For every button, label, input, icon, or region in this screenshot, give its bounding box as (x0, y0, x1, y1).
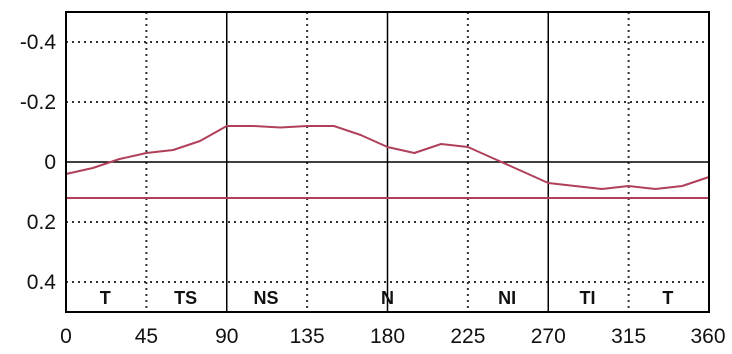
sector-label: TS (174, 288, 197, 308)
x-tick-label: 90 (215, 325, 238, 348)
x-tick-label: 45 (135, 325, 158, 348)
y-tick-label: 0 (44, 151, 56, 174)
sector-label: NS (254, 288, 279, 308)
sector-label: T (662, 288, 673, 308)
sector-label-layer: T TS NS N NI TI T (100, 288, 674, 308)
y-tick-label: -0.2 (20, 91, 56, 114)
series-line-profile (65, 125, 710, 190)
y-tick-label: 0.4 (27, 271, 57, 294)
series-layer (65, 125, 710, 199)
x-tick-label: 225 (450, 325, 485, 348)
x-tick-label: 360 (690, 325, 725, 348)
x-tick-label: 180 (370, 325, 405, 348)
plot-frame (65, 11, 710, 313)
y-tick-label: -0.4 (20, 31, 57, 54)
sector-label: TI (580, 288, 596, 308)
sector-label: N (381, 288, 394, 308)
x-tick-label: 135 (290, 325, 325, 348)
x-tick-label: 315 (611, 325, 646, 348)
x-tick-label: 270 (531, 325, 566, 348)
x-tick-label: 0 (60, 325, 72, 348)
sector-layer (226, 12, 549, 312)
sector-label: T (100, 288, 111, 308)
tick-layer: 0 45 90 135 180 225 270 315 360 -0.4 -0.2 0 0.2 0.4 (20, 31, 726, 348)
y-tick-label: 0.2 (27, 211, 56, 234)
sector-label: NI (498, 288, 516, 308)
